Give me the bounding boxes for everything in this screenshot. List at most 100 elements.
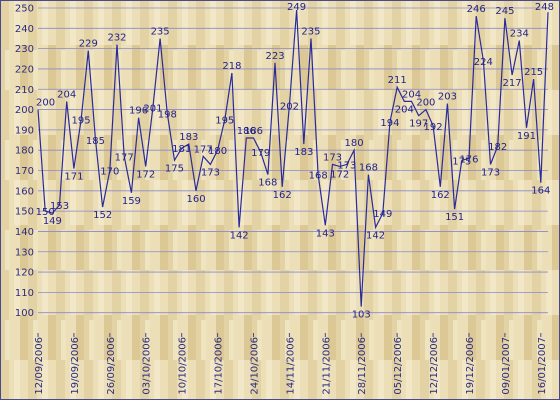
- data-label: 151: [445, 212, 464, 223]
- y-tick-label: 210: [15, 85, 34, 96]
- data-label: 196: [129, 106, 148, 117]
- data-label: 149: [43, 216, 62, 227]
- data-label: 142: [230, 230, 249, 241]
- data-label: 201: [143, 104, 162, 115]
- data-label: 172: [330, 169, 349, 180]
- data-label: 143: [316, 228, 335, 239]
- y-tick-label: 160: [15, 186, 34, 197]
- y-tick-label: 150: [15, 207, 34, 218]
- y-tick-label: 100: [15, 308, 34, 319]
- data-label: 181: [172, 144, 191, 155]
- data-label: 103: [352, 310, 371, 321]
- y-tick-label: 120: [15, 268, 34, 279]
- data-label: 217: [503, 78, 522, 89]
- x-tick-label: 17/10/2006: [214, 337, 225, 395]
- data-label: 183: [179, 132, 198, 143]
- data-label: 159: [122, 196, 141, 207]
- data-label: 150: [36, 207, 55, 218]
- data-label: 198: [158, 110, 177, 121]
- x-tick-label: 19/09/2006: [70, 337, 81, 395]
- data-label: 179: [251, 148, 270, 159]
- data-label: 173: [201, 167, 220, 178]
- y-tick-label: 220: [15, 64, 34, 75]
- data-label: 175: [452, 156, 471, 167]
- data-label: 248: [535, 2, 554, 13]
- data-label: 149: [373, 209, 392, 220]
- y-tick-label: 230: [15, 44, 34, 55]
- data-label: 195: [215, 116, 234, 127]
- data-label: 246: [467, 4, 486, 15]
- data-label: 142: [366, 230, 385, 241]
- data-label: 176: [459, 154, 478, 165]
- data-label: 203: [438, 91, 457, 102]
- y-tick-label: 190: [15, 125, 34, 136]
- data-label: 235: [151, 26, 170, 37]
- x-tick-label: 28/11/2006: [357, 337, 368, 395]
- data-label: 234: [510, 29, 529, 40]
- y-tick-label: 130: [15, 247, 34, 258]
- data-labels: 2001501491532041711952291851521702321771…: [36, 2, 554, 321]
- x-axis-ticks: 12/09/2006 19/09/2006 26/09/2006 03/10/2006…: [34, 337, 548, 395]
- y-tick-label: 110: [15, 288, 34, 299]
- data-label: 195: [72, 116, 91, 127]
- data-label: 249: [287, 2, 306, 13]
- data-label: 186: [237, 126, 256, 137]
- data-label: 168: [309, 171, 328, 182]
- data-label: 171: [64, 171, 83, 182]
- y-tick-label: 200: [15, 105, 34, 116]
- data-label: 168: [258, 178, 277, 189]
- data-label: 245: [495, 6, 514, 17]
- data-label: 229: [79, 39, 98, 50]
- data-label: 162: [273, 190, 292, 201]
- x-tick-label: 26/09/2006: [106, 337, 117, 395]
- data-label: 192: [424, 122, 443, 133]
- x-tick-label: 12/09/2006: [34, 337, 45, 395]
- data-label: 164: [531, 186, 550, 197]
- y-tick-label: 240: [15, 24, 34, 35]
- y-axis-ticks: 100 110 120 130 140 150 160 170 180 190 200 210 220 2…: [15, 4, 34, 320]
- x-tick-label: 10/10/2006: [178, 337, 189, 395]
- data-label: 177: [115, 152, 134, 163]
- data-label: 162: [431, 190, 450, 201]
- data-label: 211: [388, 75, 407, 86]
- data-label: 185: [86, 136, 105, 147]
- data-label: 232: [107, 33, 126, 44]
- data-label: 170: [100, 167, 119, 178]
- data-label: 183: [294, 147, 313, 158]
- data-label: 200: [416, 98, 435, 109]
- y-tick-label: 180: [15, 146, 34, 157]
- data-label: 223: [265, 51, 284, 62]
- data-label: 175: [165, 163, 184, 174]
- x-tick-label: 21/11/2006: [321, 337, 332, 395]
- data-label: 224: [474, 57, 493, 68]
- data-label: 168: [359, 163, 378, 174]
- x-tick-label: 05/12/2006: [393, 337, 404, 395]
- data-label: 215: [524, 67, 543, 78]
- data-label: 197: [409, 119, 428, 130]
- data-label: 218: [222, 61, 241, 72]
- data-label: 173: [481, 167, 500, 178]
- data-label: 180: [345, 138, 364, 149]
- x-tick-label: 16/01/2007: [537, 337, 548, 395]
- data-label: 202: [280, 102, 299, 113]
- data-label: 204: [395, 104, 414, 115]
- data-label: 172: [136, 169, 155, 180]
- y-tick-label: 250: [15, 4, 34, 15]
- data-label: 204: [402, 89, 421, 100]
- data-label: 200: [36, 98, 55, 109]
- data-label: 180: [208, 146, 227, 157]
- series-line: [37, 9, 549, 307]
- x-tick-label: 24/10/2006: [249, 337, 260, 395]
- data-label: 173: [337, 160, 356, 171]
- x-tick-label: 14/11/2006: [285, 337, 296, 395]
- data-label: 173: [323, 152, 342, 163]
- data-label: 153: [50, 201, 69, 212]
- data-label: 186: [244, 126, 263, 137]
- y-tick-label: 170: [15, 166, 34, 177]
- data-label: 191: [517, 131, 536, 142]
- data-label: 182: [488, 142, 507, 153]
- data-label: 177: [194, 144, 213, 155]
